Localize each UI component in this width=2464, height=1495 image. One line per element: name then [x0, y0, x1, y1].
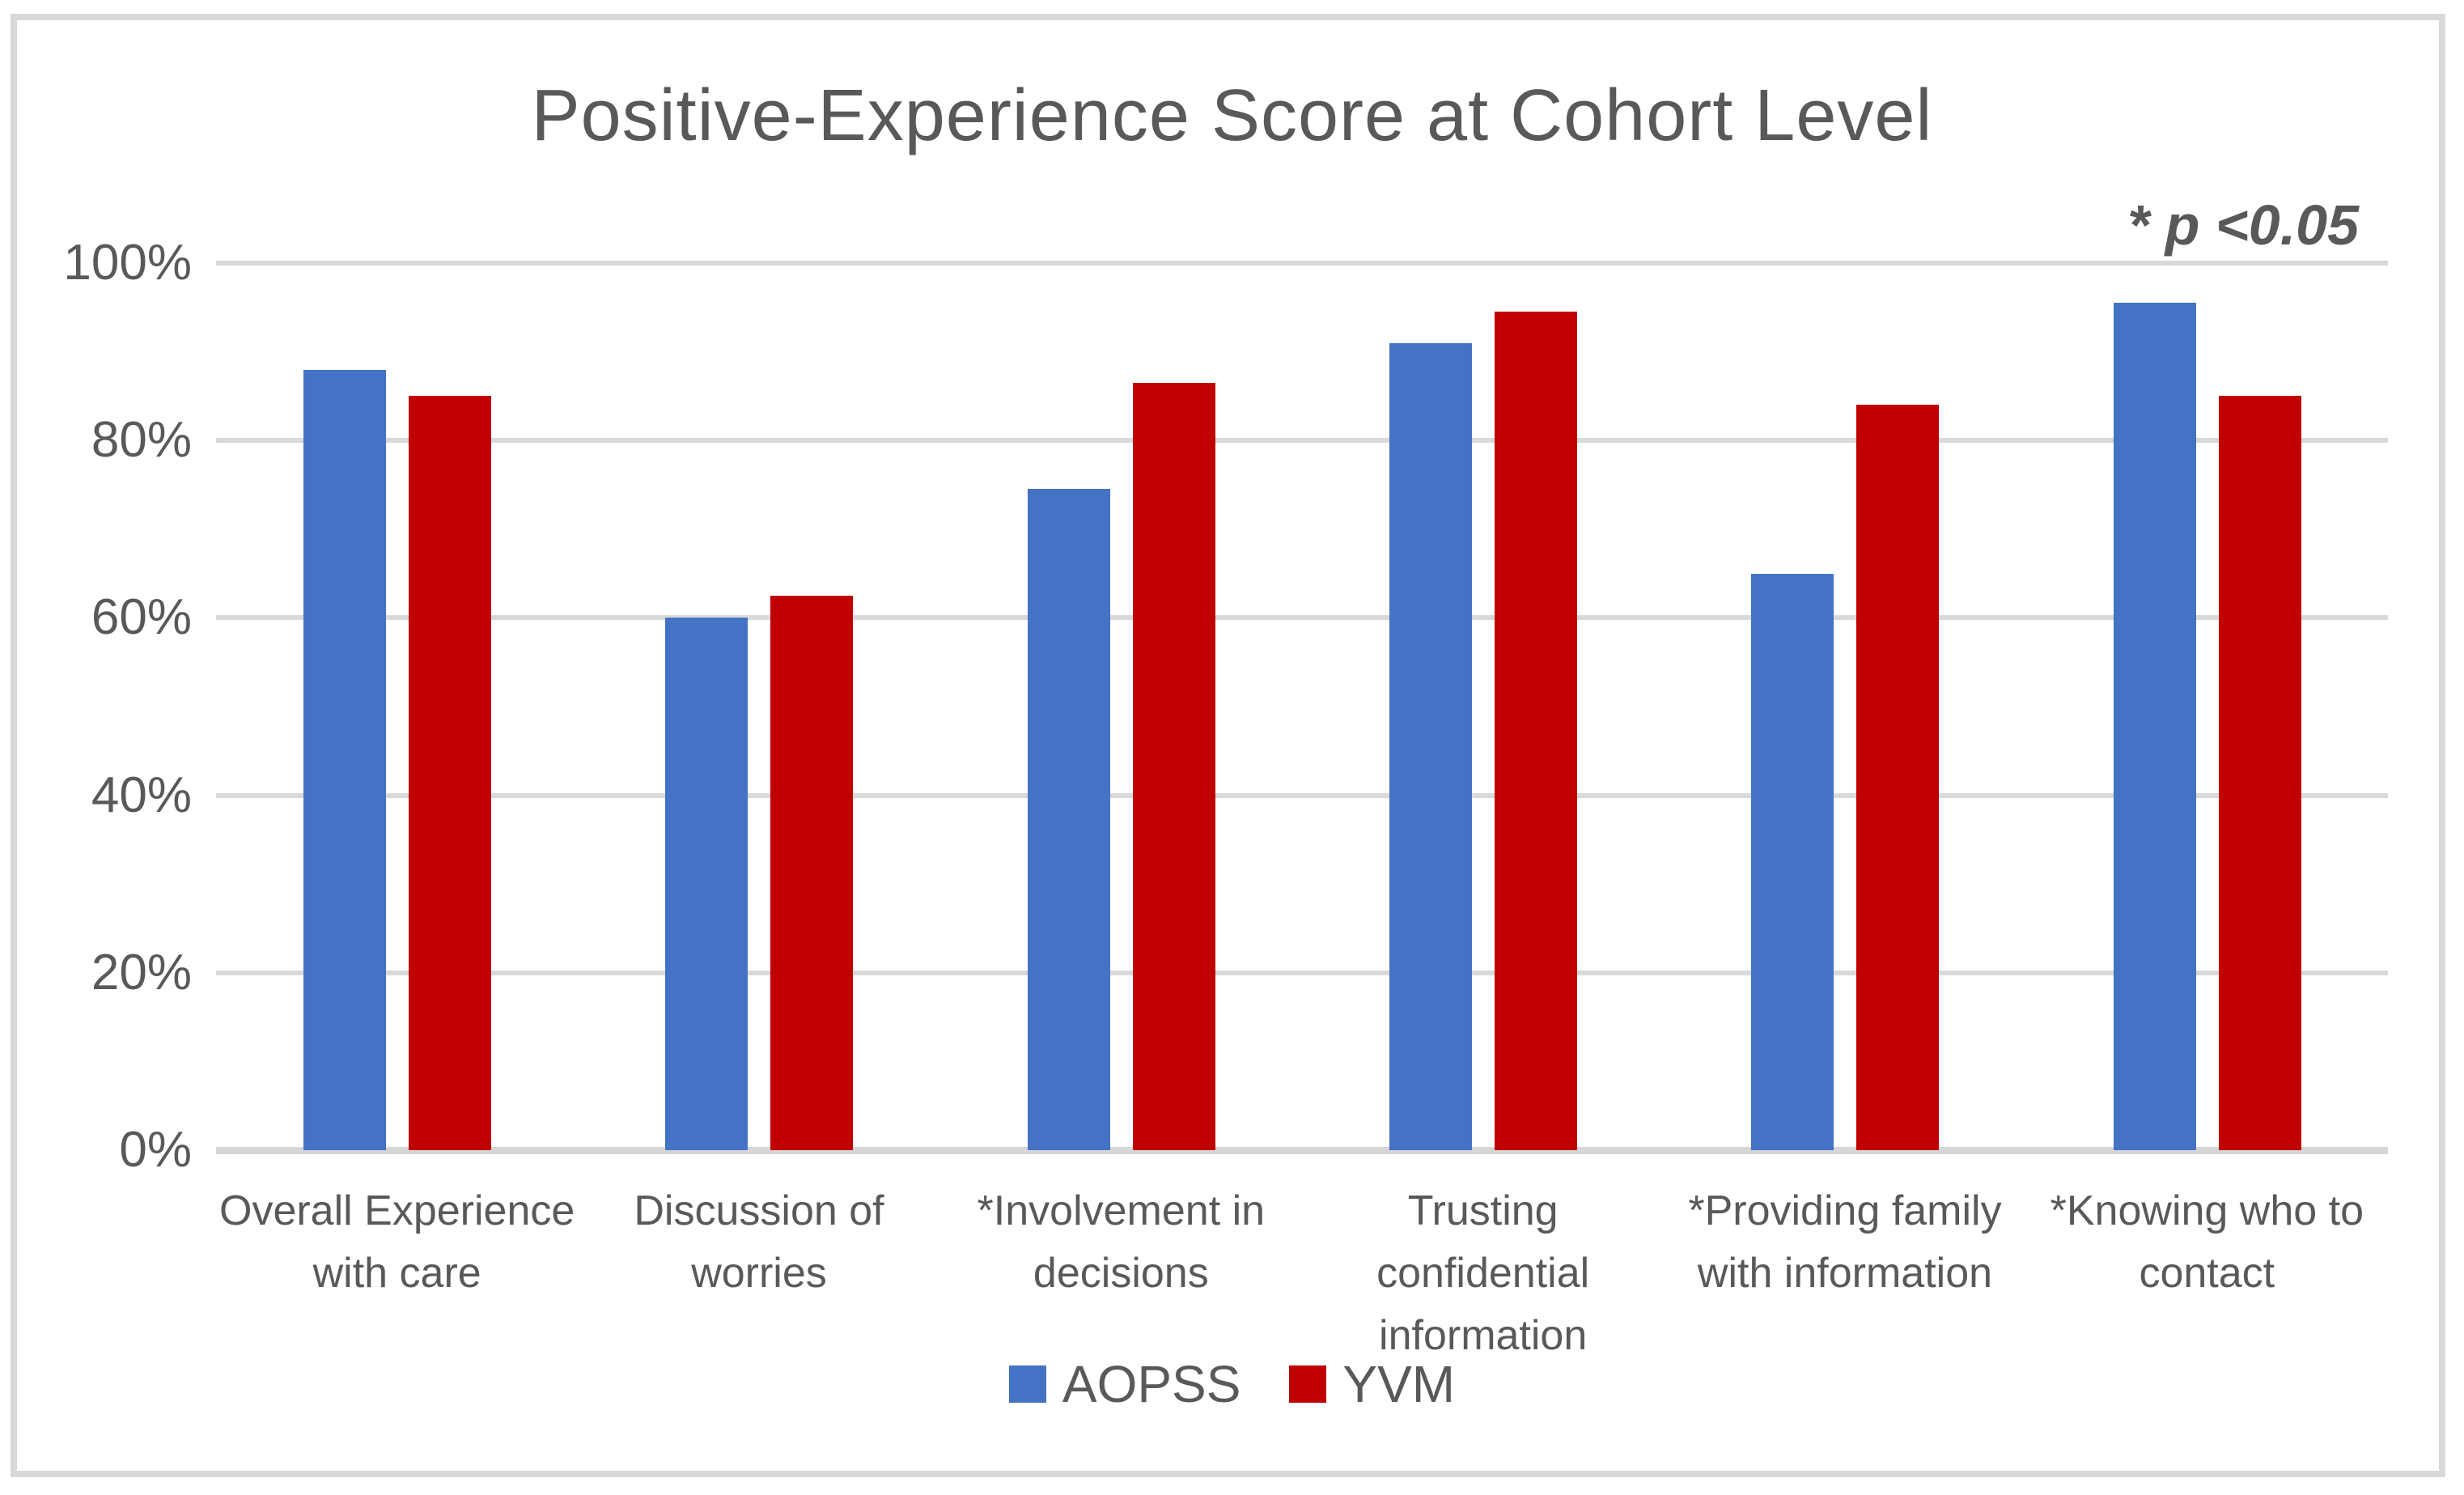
x-axis-label-3: *Involvement in decisions — [977, 1187, 1266, 1297]
x-axis-label-1: Overall Experience with care — [219, 1187, 575, 1297]
bar-aopss-5 — [1751, 573, 1834, 1150]
bar-yvm-1 — [409, 396, 491, 1150]
gridline-60 — [216, 615, 2388, 621]
y-tick-label-60: 60% — [91, 589, 192, 646]
legend-label-yvm: YVM — [1342, 1355, 1456, 1413]
x-axis-line — [216, 1146, 2388, 1154]
legend: AOPSS YVM — [0, 1358, 2464, 1410]
category-slot-6 — [2026, 263, 2388, 1150]
category-slot-3 — [940, 263, 1302, 1150]
x-axis-label-4: Trusting confidential information — [1376, 1187, 1590, 1359]
y-tick-label-0: 0% — [119, 1122, 192, 1178]
x-axis-label-5: *Providing family with information — [1688, 1187, 2002, 1297]
bar-yvm-6 — [2218, 396, 2301, 1150]
bar-aopss-6 — [2113, 303, 2196, 1150]
plot-area: 100% 80% 60% 40% 20% 0% — [63, 238, 2388, 1175]
gridline-20 — [216, 970, 2388, 975]
gridline-100 — [216, 261, 2388, 265]
x-axis-label-6: *Knowing who to contact — [2050, 1187, 2364, 1297]
bar-yvm-5 — [1856, 405, 1940, 1150]
y-tick-label-100: 100% — [63, 235, 192, 291]
y-tick-label-20: 20% — [91, 944, 192, 1000]
bar-yvm-3 — [1132, 382, 1215, 1150]
bar-aopss-2 — [665, 618, 749, 1150]
chart-title: Positive-Experience Score at Cohort Leve… — [531, 75, 1933, 156]
legend-label-aopss: AOPSS — [1062, 1355, 1241, 1413]
y-tick-label-40: 40% — [91, 767, 192, 823]
category-slot-1 — [216, 263, 578, 1150]
bar-yvm-2 — [770, 596, 854, 1150]
legend-item-aopss: AOPSS — [1008, 1355, 1241, 1413]
y-tick-label-80: 80% — [91, 412, 192, 469]
category-slot-4 — [1302, 263, 1664, 1150]
bar-aopss-4 — [1389, 342, 1472, 1150]
legend-swatch-yvm — [1289, 1365, 1327, 1403]
significance-note: * p <0.05 — [2127, 193, 2359, 257]
x-axis-labels: Overall Experience with care Discussion o… — [216, 1180, 2388, 1382]
legend-item-yvm: YVM — [1289, 1358, 1455, 1410]
category-slot-5 — [1664, 263, 2025, 1150]
gridline-40 — [216, 792, 2388, 798]
x-axis-label-2: Discussion of worries — [634, 1187, 884, 1297]
bar-aopss-1 — [303, 369, 386, 1150]
category-slot-2 — [578, 263, 939, 1150]
legend-swatch-aopss — [1008, 1365, 1046, 1403]
bar-aopss-3 — [1027, 489, 1110, 1150]
bar-yvm-4 — [1494, 312, 1577, 1150]
gridline-80 — [216, 438, 2388, 444]
